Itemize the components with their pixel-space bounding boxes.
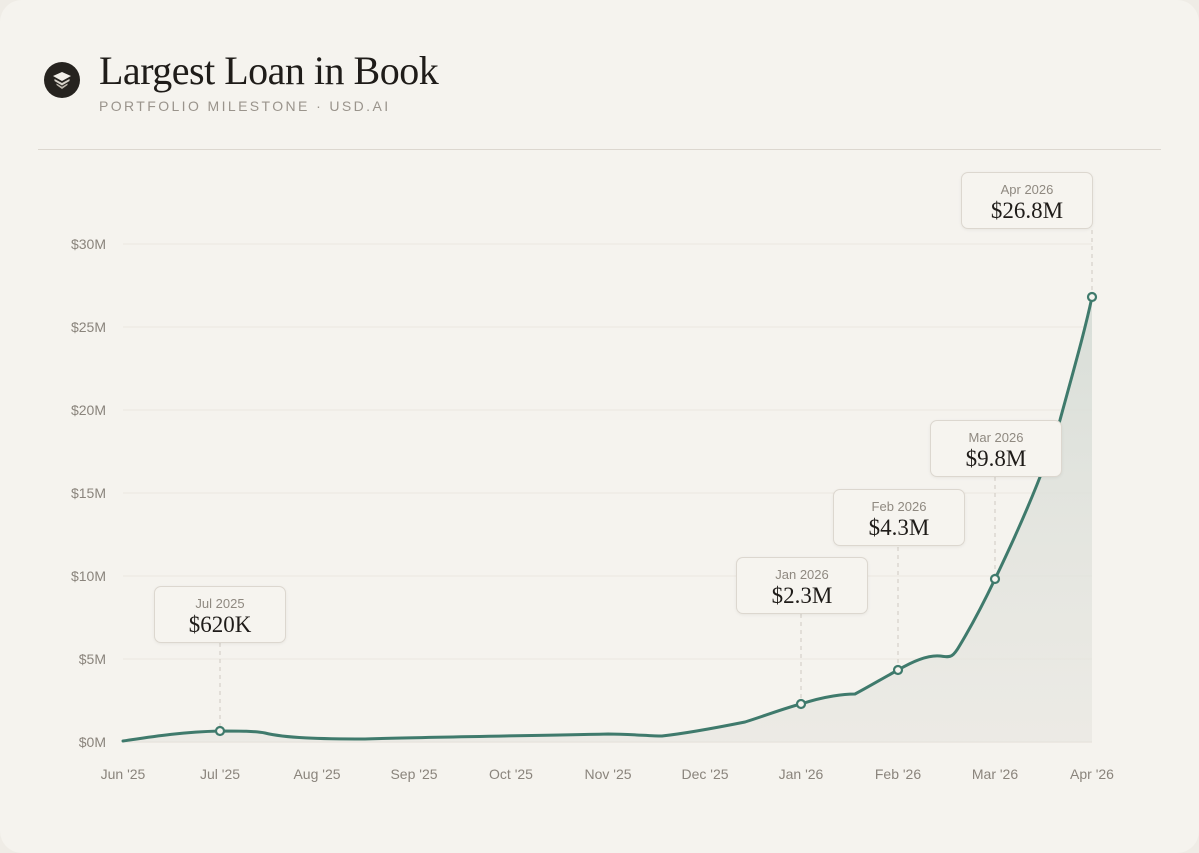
callout-jul-2025: Jul 2025 $620K bbox=[154, 586, 286, 643]
callout-date: Mar 2026 bbox=[968, 430, 1024, 445]
callout-value: $9.8M bbox=[965, 446, 1027, 471]
callout-value: $26.8M bbox=[990, 198, 1064, 223]
x-tick-label: Jun '25 bbox=[100, 766, 146, 782]
area-fill bbox=[123, 297, 1092, 742]
x-tick-label: Nov '25 bbox=[584, 766, 632, 782]
point-mar-2026[interactable] bbox=[989, 573, 1001, 585]
x-tick-label: Sep '25 bbox=[390, 766, 438, 782]
data-points bbox=[214, 291, 1098, 737]
callout-date: Jul 2025 bbox=[195, 596, 245, 611]
callout-value: $620K bbox=[188, 612, 252, 637]
y-tick-label: $30M bbox=[70, 236, 106, 252]
y-tick-label: $5M bbox=[78, 651, 106, 667]
point-jan-2026[interactable] bbox=[795, 698, 807, 710]
callout-feb-2026: Feb 2026 $4.3M bbox=[833, 489, 965, 546]
y-tick-label: $0M bbox=[78, 734, 106, 750]
point-apr-2026[interactable] bbox=[1086, 291, 1098, 303]
callout-date: Apr 2026 bbox=[1000, 182, 1054, 197]
point-jul-2025[interactable] bbox=[214, 725, 226, 737]
x-tick-label: Oct '25 bbox=[489, 766, 533, 782]
page-subtitle: PORTFOLIO MILESTONE · USD.AI bbox=[99, 98, 391, 114]
callout-apr-2026: Apr 2026 $26.8M bbox=[961, 172, 1093, 229]
x-tick-label: Jul '25 bbox=[199, 766, 241, 782]
y-tick-label: $20M bbox=[70, 402, 106, 418]
y-tick-label: $15M bbox=[70, 485, 106, 501]
y-tick-label: $25M bbox=[70, 319, 106, 335]
callout-date: Feb 2026 bbox=[871, 499, 927, 514]
data-line bbox=[121, 295, 1094, 743]
x-tick-label: Apr '26 bbox=[1070, 766, 1114, 782]
point-feb-2026[interactable] bbox=[892, 664, 904, 676]
x-tick-label: Dec '25 bbox=[681, 766, 729, 782]
callout-mar-2026: Mar 2026 $9.8M bbox=[930, 420, 1062, 477]
x-tick-label: Jan '26 bbox=[778, 766, 824, 782]
x-tick-label: Aug '25 bbox=[293, 766, 341, 782]
y-tick-label: $10M bbox=[70, 568, 106, 584]
x-tick-label: Feb '26 bbox=[874, 766, 922, 782]
callout-jan-2026: Jan 2026 $2.3M bbox=[736, 557, 868, 614]
page-title: Largest Loan in Book bbox=[99, 48, 439, 93]
stacked-chevron-shield-icon bbox=[44, 62, 80, 98]
header-divider bbox=[38, 149, 1161, 150]
callout-value: $4.3M bbox=[868, 515, 930, 540]
x-tick-label: Mar '26 bbox=[971, 766, 1019, 782]
leader-lines bbox=[219, 230, 1093, 726]
callout-date: Jan 2026 bbox=[775, 567, 829, 582]
callout-value: $2.3M bbox=[771, 583, 833, 608]
